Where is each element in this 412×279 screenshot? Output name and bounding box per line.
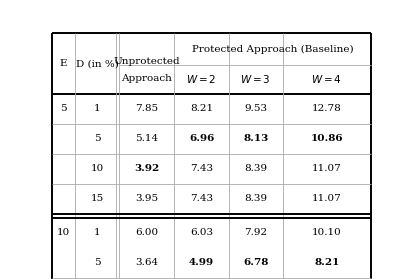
Text: 5: 5: [94, 258, 100, 267]
Text: 3.64: 3.64: [135, 258, 158, 267]
Text: 6.00: 6.00: [135, 228, 158, 237]
Text: 7.43: 7.43: [190, 194, 213, 203]
Text: 6.96: 6.96: [189, 134, 214, 143]
Text: 10.10: 10.10: [312, 228, 342, 237]
Text: 11.07: 11.07: [312, 164, 342, 173]
Text: E: E: [60, 59, 67, 68]
Text: 12.78: 12.78: [312, 104, 342, 113]
Text: 6.03: 6.03: [190, 228, 213, 237]
Text: 7.92: 7.92: [244, 228, 267, 237]
Text: 7.43: 7.43: [190, 164, 213, 173]
Text: $W=2$: $W=2$: [186, 73, 217, 85]
Text: Unprotected: Unprotected: [113, 57, 180, 66]
Text: Protected Approach (Baseline): Protected Approach (Baseline): [192, 44, 353, 54]
Text: 8.39: 8.39: [244, 194, 267, 203]
Text: 15: 15: [90, 194, 104, 203]
Text: D (in %): D (in %): [75, 59, 118, 68]
Text: 9.53: 9.53: [244, 104, 267, 113]
Text: 3.92: 3.92: [134, 164, 159, 173]
Text: 1: 1: [94, 228, 100, 237]
Text: 5: 5: [60, 104, 67, 113]
Text: 5.14: 5.14: [135, 134, 158, 143]
Text: 8.21: 8.21: [314, 258, 339, 267]
Text: 10: 10: [57, 228, 70, 237]
Text: 7.85: 7.85: [135, 104, 158, 113]
Text: $W=3$: $W=3$: [241, 73, 271, 85]
Text: 6.78: 6.78: [243, 258, 269, 267]
Text: 3.95: 3.95: [135, 194, 158, 203]
Text: 11.07: 11.07: [312, 194, 342, 203]
Text: Approach: Approach: [121, 74, 172, 83]
Text: 8.39: 8.39: [244, 164, 267, 173]
Text: $W=4$: $W=4$: [311, 73, 342, 85]
Text: 8.13: 8.13: [243, 134, 269, 143]
Text: 1: 1: [94, 104, 100, 113]
Text: 10: 10: [90, 164, 104, 173]
Text: 5: 5: [94, 134, 100, 143]
Text: 8.21: 8.21: [190, 104, 213, 113]
Text: 4.99: 4.99: [189, 258, 214, 267]
Text: 10.86: 10.86: [311, 134, 343, 143]
